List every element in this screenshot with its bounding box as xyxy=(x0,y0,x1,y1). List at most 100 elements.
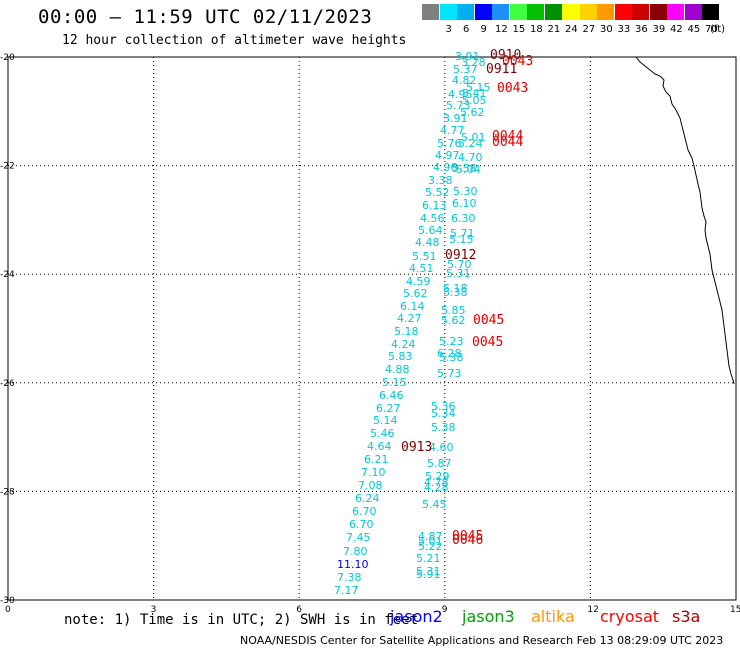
wave-height-label: 6.14 xyxy=(400,300,425,313)
wave-height-label: 7.45 xyxy=(346,531,371,544)
legend-swatch xyxy=(562,4,579,20)
map-subtitle: 12 hour collection of altimeter wave hei… xyxy=(62,33,407,48)
legend-value: 36 xyxy=(635,24,648,35)
wave-height-label: 5.15 xyxy=(382,376,407,389)
pass-time-label: 0043 xyxy=(502,54,533,69)
legend-value: 12 xyxy=(495,24,508,35)
wave-height-label: 5.62 xyxy=(460,106,485,119)
mission-label: jason3 xyxy=(462,607,515,626)
wave-height-label: 5.24 xyxy=(458,137,483,150)
legend-swatch xyxy=(649,4,667,20)
legend-swatch xyxy=(614,4,632,20)
x-tick-label: 0 xyxy=(5,605,11,615)
wave-height-label: 5.85 xyxy=(441,304,466,317)
pass-time-label: 0046 xyxy=(452,533,483,548)
wave-height-label: 6.30 xyxy=(451,212,476,225)
wave-height-label: 5.46 xyxy=(370,427,395,440)
wave-height-label: 6.10 xyxy=(452,197,477,210)
legend-unit: (ft) xyxy=(710,24,726,35)
coastline xyxy=(635,56,735,385)
pass-time-label: 0044 xyxy=(492,135,523,150)
wave-height-label: 5.31 xyxy=(416,565,441,578)
footnote: note: 1) Time is in UTC; 2) SWH is in fe… xyxy=(64,612,419,628)
map-frame xyxy=(7,56,737,601)
pass-time-label: 0045 xyxy=(473,313,504,328)
color-legend: 3 6 9 12 15 18 21 24 27 30 33 36 39 42 45 70 (ft) xyxy=(422,4,728,40)
legend-value: 24 xyxy=(565,24,578,35)
wave-height-label: 5.52 xyxy=(425,186,450,199)
wave-height-label: 6.27 xyxy=(376,402,401,415)
legend-value: 45 xyxy=(687,24,701,35)
wave-height-label: 5.64 xyxy=(418,224,443,237)
legend-swatch xyxy=(632,4,649,20)
wave-height-label: 5.18 xyxy=(443,282,468,295)
wave-height-label: 5.36 xyxy=(431,400,456,413)
wave-height-label: 5.14 xyxy=(373,414,398,427)
wave-height-label: 6.46 xyxy=(379,389,404,402)
wave-height-label: 5.18 xyxy=(394,325,419,338)
wave-height-label: 4.82 xyxy=(452,74,477,87)
wave-height-label: 5.76 xyxy=(437,137,462,150)
legend-swatch xyxy=(544,4,562,20)
wave-height-label: 6.28 xyxy=(437,347,462,360)
legend-value: 30 xyxy=(600,24,613,35)
mission-label: s3a xyxy=(672,607,701,626)
y-tick-label: -26 xyxy=(0,379,15,389)
wave-height-label: 5.73 xyxy=(446,99,471,112)
wave-height-label: 7.38 xyxy=(337,571,362,584)
legend-value: 9 xyxy=(480,24,487,35)
wave-height-label: 4.95 xyxy=(448,88,473,101)
wave-height-label: 3.91 xyxy=(443,112,468,125)
wave-height-label: 4.88 xyxy=(385,363,410,376)
wave-height-label: 6.70 xyxy=(349,518,374,531)
legend-swatch xyxy=(684,4,702,20)
pass-time-label: 0911 xyxy=(486,62,517,77)
wave-height-label: 4.64 xyxy=(367,440,392,453)
mission-label: altika xyxy=(531,607,575,626)
wave-height-label: 7.17 xyxy=(334,584,359,597)
wave-height-label: 5.31 xyxy=(446,267,471,280)
legend-value: 6 xyxy=(463,24,470,35)
legend-swatch xyxy=(579,4,597,20)
y-tick-label: -28 xyxy=(0,487,15,497)
legend-value: 3 xyxy=(445,24,452,35)
wave-height-label: 4.97 xyxy=(435,149,460,162)
y-tick-label: -20 xyxy=(0,53,15,63)
x-tick-label: 6 xyxy=(296,605,302,615)
wave-height-label: 5.41 xyxy=(462,87,487,100)
mission-label: cryosat xyxy=(600,607,660,626)
legend-swatch xyxy=(509,4,527,20)
wave-height-label: 5.38 xyxy=(439,351,464,364)
y-tick-label: -24 xyxy=(0,270,15,280)
pass-time-label: 0913 xyxy=(401,440,432,455)
wave-height-label: 5.22 xyxy=(418,540,443,553)
wave-height-label: 5.23 xyxy=(439,335,464,348)
wave-height-label: 5.38 xyxy=(431,421,456,434)
wave-height-label: 7.80 xyxy=(343,545,368,558)
legend-swatch xyxy=(474,4,492,20)
x-tick-label: 9 xyxy=(442,605,448,615)
y-tick-label: -30 xyxy=(0,596,15,606)
legend-value: 70 xyxy=(705,24,718,35)
wave-height-label: 5.73 xyxy=(437,367,462,380)
legend-value: 39 xyxy=(652,24,666,35)
wave-height-label: 6.24 xyxy=(355,492,380,505)
legend-swatch xyxy=(439,4,457,20)
legend-swatch xyxy=(667,4,684,20)
wave-height-label: 4.59 xyxy=(406,275,431,288)
credit-footer: NOAA/NESDIS Center for Satellite Applica… xyxy=(240,634,724,647)
pass-time-label: 0910 xyxy=(490,48,521,63)
wave-height-label: 6.21 xyxy=(364,453,389,466)
wave-height-label: 4.87 xyxy=(418,530,443,543)
wave-height-label: 3.28 xyxy=(461,56,486,69)
wave-height-label: 5.83 xyxy=(388,350,413,363)
wave-height-label: 4.28 xyxy=(424,481,449,494)
wave-height-label: 5.01 xyxy=(461,131,486,144)
legend-swatch xyxy=(702,4,719,20)
wave-height-label: 4.70 xyxy=(458,151,483,164)
wave-height-label: 5.58 xyxy=(452,162,477,175)
legend-swatch xyxy=(457,4,474,20)
wave-height-label: 7.10 xyxy=(361,466,386,479)
mission-label: jason2 xyxy=(390,607,443,626)
